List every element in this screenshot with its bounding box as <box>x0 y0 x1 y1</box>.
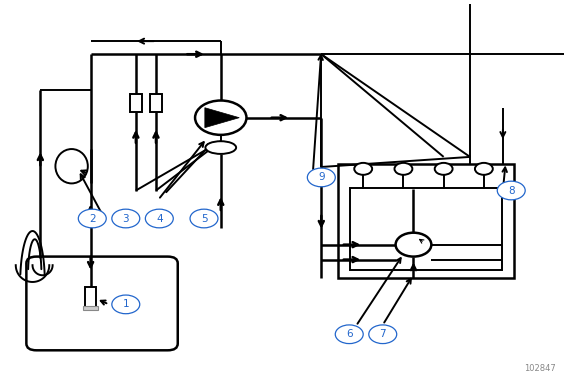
Circle shape <box>369 325 397 344</box>
Text: 9: 9 <box>318 173 325 182</box>
Text: 3: 3 <box>123 213 129 224</box>
Polygon shape <box>205 108 239 128</box>
Circle shape <box>78 209 106 228</box>
Bar <box>83 306 99 310</box>
Bar <box>150 94 162 112</box>
Circle shape <box>475 163 493 175</box>
Bar <box>351 188 502 270</box>
Circle shape <box>307 168 335 187</box>
Circle shape <box>195 101 246 135</box>
Circle shape <box>497 181 525 200</box>
Text: 102847: 102847 <box>524 364 556 373</box>
Bar <box>130 94 142 112</box>
Text: 8: 8 <box>508 186 515 195</box>
Text: 2: 2 <box>89 213 96 224</box>
Ellipse shape <box>55 149 88 183</box>
Text: 6: 6 <box>346 329 353 339</box>
Circle shape <box>335 325 363 344</box>
Circle shape <box>396 233 431 256</box>
Circle shape <box>435 163 453 175</box>
Text: 5: 5 <box>201 213 207 224</box>
Text: 4: 4 <box>156 213 162 224</box>
Text: 1: 1 <box>123 299 129 309</box>
Bar <box>338 164 514 278</box>
Text: 7: 7 <box>380 329 386 339</box>
Circle shape <box>394 163 412 175</box>
Circle shape <box>355 163 372 175</box>
Circle shape <box>112 295 140 314</box>
Ellipse shape <box>205 141 236 154</box>
Circle shape <box>112 209 140 228</box>
Circle shape <box>145 209 173 228</box>
Bar <box>85 287 96 307</box>
Circle shape <box>190 209 218 228</box>
